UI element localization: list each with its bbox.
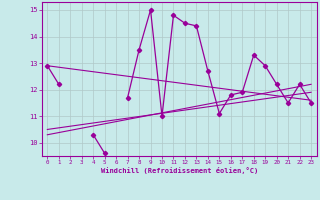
X-axis label: Windchill (Refroidissement éolien,°C): Windchill (Refroidissement éolien,°C) bbox=[100, 167, 258, 174]
